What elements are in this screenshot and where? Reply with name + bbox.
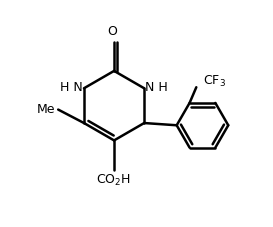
Text: CO$_2$H: CO$_2$H (96, 173, 130, 188)
Text: H N: H N (60, 81, 83, 94)
Text: CF$_3$: CF$_3$ (203, 74, 226, 89)
Text: O: O (107, 25, 117, 38)
Text: N H: N H (145, 81, 168, 94)
Text: Me: Me (36, 103, 55, 116)
